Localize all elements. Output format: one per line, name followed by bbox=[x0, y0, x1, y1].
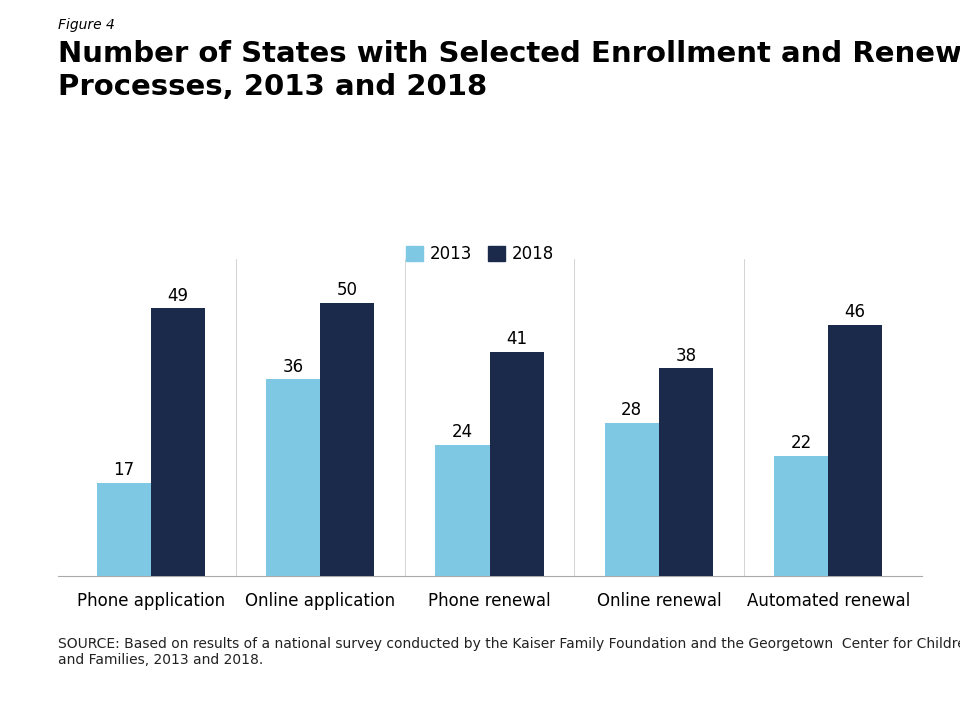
Text: FOUNDATION: FOUNDATION bbox=[806, 693, 850, 700]
Bar bbox=[828, 325, 882, 576]
Text: 24: 24 bbox=[452, 423, 473, 441]
Text: 28: 28 bbox=[621, 401, 642, 419]
Text: 22: 22 bbox=[790, 434, 812, 452]
Bar bbox=[436, 445, 490, 576]
Bar bbox=[490, 352, 543, 576]
Bar bbox=[321, 303, 374, 576]
Text: 49: 49 bbox=[168, 287, 188, 305]
Bar bbox=[266, 379, 321, 576]
Text: 36: 36 bbox=[282, 358, 303, 376]
Text: 46: 46 bbox=[845, 303, 866, 321]
Bar bbox=[774, 456, 828, 576]
Text: Number of States with Selected Enrollment and Renewal
Processes, 2013 and 2018: Number of States with Selected Enrollmen… bbox=[58, 40, 960, 101]
Bar bbox=[605, 423, 659, 576]
Text: 38: 38 bbox=[676, 346, 697, 364]
Bar bbox=[659, 369, 713, 576]
Legend: 2013, 2018: 2013, 2018 bbox=[399, 239, 561, 270]
Text: 41: 41 bbox=[506, 330, 527, 348]
Text: 17: 17 bbox=[113, 462, 134, 480]
Bar bbox=[151, 308, 205, 576]
Text: FAMILY: FAMILY bbox=[802, 676, 854, 689]
Text: THE HENRY J.: THE HENRY J. bbox=[806, 651, 850, 657]
Bar bbox=[97, 483, 151, 576]
Text: SOURCE: Based on results of a national survey conducted by the Kaiser Family Fou: SOURCE: Based on results of a national s… bbox=[58, 637, 960, 667]
Text: Figure 4: Figure 4 bbox=[58, 18, 114, 32]
Text: KAISER: KAISER bbox=[801, 662, 855, 675]
Text: 50: 50 bbox=[337, 281, 358, 299]
